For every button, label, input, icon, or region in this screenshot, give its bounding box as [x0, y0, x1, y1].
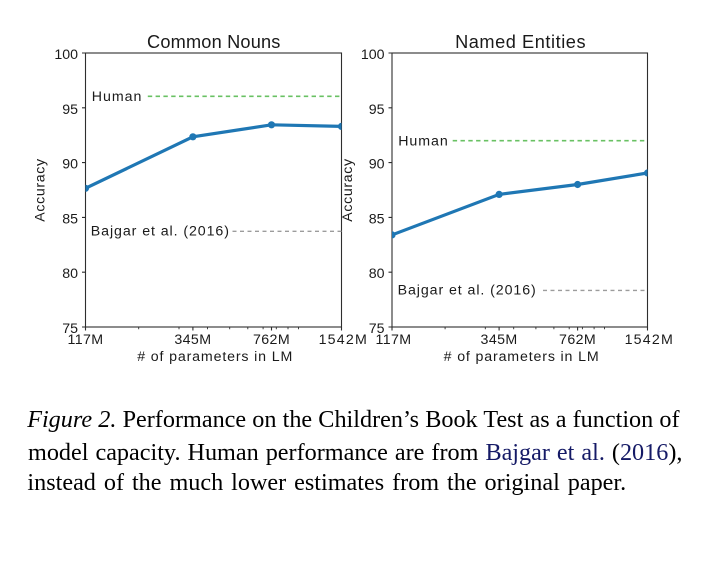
svg-text:Named Entities: Named Entities [455, 32, 586, 52]
svg-text:90: 90 [369, 157, 385, 173]
svg-text:Common Nouns: Common Nouns [147, 32, 281, 52]
svg-text:Bajgar et al. (2016): Bajgar et al. (2016) [398, 283, 537, 299]
svg-text:Accuracy: Accuracy [340, 158, 356, 222]
svg-text:117M: 117M [67, 332, 103, 348]
svg-text:100: 100 [361, 47, 385, 63]
svg-text:95: 95 [369, 102, 385, 118]
svg-text:Bajgar et al. (2016): Bajgar et al. (2016) [91, 224, 230, 240]
svg-text:85: 85 [369, 211, 385, 227]
svg-text:75: 75 [62, 321, 78, 337]
svg-text:100: 100 [54, 47, 78, 63]
svg-text:95: 95 [62, 102, 78, 118]
svg-text:117M: 117M [375, 332, 411, 348]
svg-text:80: 80 [369, 266, 385, 282]
svg-text:85: 85 [62, 211, 78, 227]
svg-text:762M: 762M [253, 332, 290, 348]
svg-text:90: 90 [62, 157, 78, 173]
svg-text:# of parameters in LM: # of parameters in LM [444, 349, 600, 365]
svg-text:762M: 762M [559, 332, 596, 348]
svg-text:Human: Human [92, 89, 143, 105]
svg-text:Human: Human [398, 133, 449, 149]
svg-text:# of parameters in LM: # of parameters in LM [137, 349, 293, 365]
svg-text:345M: 345M [481, 332, 518, 348]
svg-text:Accuracy: Accuracy [33, 158, 49, 222]
svg-text:345M: 345M [174, 332, 211, 348]
svg-text:1542M: 1542M [319, 332, 368, 348]
svg-text:1542M: 1542M [625, 332, 674, 348]
svg-text:75: 75 [369, 321, 385, 337]
svg-text:80: 80 [62, 266, 78, 282]
